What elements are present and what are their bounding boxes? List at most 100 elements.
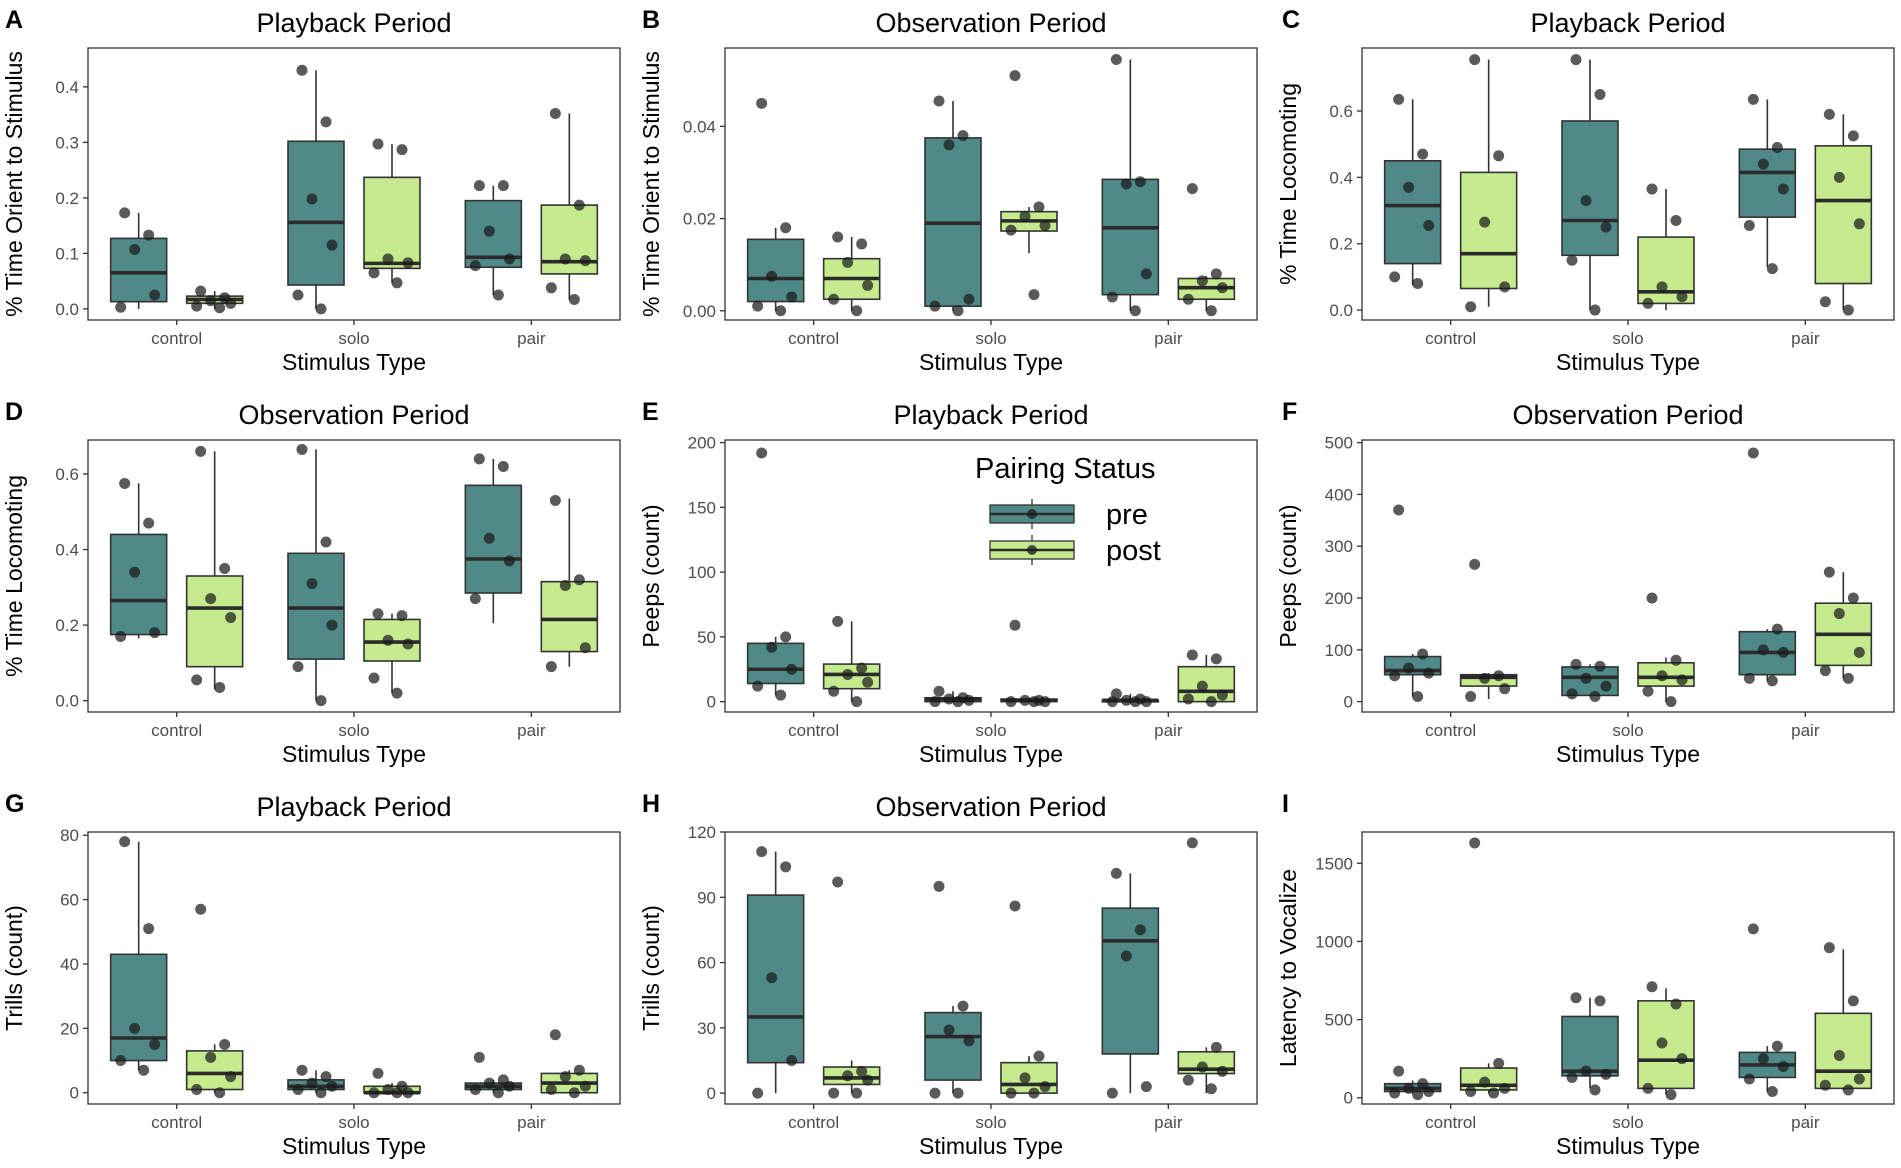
data-point bbox=[828, 1087, 840, 1099]
box-post-control bbox=[185, 285, 244, 314]
x-tick-label: solo bbox=[975, 1113, 1006, 1132]
x-axis-title: Stimulus Type bbox=[1556, 741, 1700, 767]
panel-title: Playback Period bbox=[1530, 8, 1725, 38]
y-axis-title: Trills (count) bbox=[638, 905, 664, 1031]
data-point bbox=[219, 1038, 231, 1050]
data-point bbox=[943, 1024, 955, 1036]
x-tick-label: solo bbox=[338, 329, 369, 348]
data-point bbox=[115, 1055, 127, 1067]
y-tick-label: 0 bbox=[707, 1084, 716, 1103]
plot-area bbox=[724, 47, 1258, 321]
panel-letter: I bbox=[1282, 790, 1289, 818]
data-point bbox=[559, 579, 571, 591]
legend-key-point bbox=[1027, 545, 1037, 555]
data-point bbox=[856, 1065, 868, 1077]
data-point bbox=[1580, 195, 1592, 207]
data-point bbox=[1182, 1074, 1194, 1086]
panel-letter: B bbox=[642, 6, 660, 34]
data-point bbox=[1009, 70, 1021, 82]
y-axis-title: Peeps (count) bbox=[1275, 504, 1301, 647]
data-point bbox=[1205, 305, 1217, 317]
box-pre-control bbox=[1383, 1065, 1442, 1101]
data-point bbox=[1182, 693, 1194, 705]
box-pre-solo bbox=[924, 685, 982, 708]
data-point bbox=[138, 1064, 150, 1076]
y-tick-label: 0 bbox=[1344, 1089, 1353, 1108]
data-point bbox=[483, 225, 495, 237]
data-point bbox=[1842, 304, 1854, 316]
data-point bbox=[1140, 696, 1152, 708]
panel-c: C Playback Period 0.0 0.2 0.4 0.6 control solo p… bbox=[1275, 6, 1895, 375]
data-point bbox=[1594, 995, 1606, 1007]
y-tick-label: 0.1 bbox=[55, 244, 79, 263]
data-point bbox=[1777, 1060, 1789, 1072]
box-pre-control bbox=[746, 447, 805, 701]
x-tick-label: solo bbox=[1612, 1113, 1643, 1132]
box-pre-control bbox=[746, 846, 805, 1099]
legend: Pairing Status pre post bbox=[975, 453, 1161, 567]
data-point bbox=[1771, 623, 1783, 635]
box-post-solo bbox=[363, 138, 421, 289]
data-point bbox=[775, 305, 787, 317]
data-point bbox=[1216, 689, 1228, 701]
data-point bbox=[1670, 214, 1682, 226]
box-pre-solo bbox=[1561, 992, 1619, 1096]
data-point bbox=[832, 615, 844, 627]
y-axis-title: % Time Orient to Stimulus bbox=[1, 51, 27, 317]
box-post-control bbox=[822, 615, 881, 708]
data-point bbox=[396, 610, 408, 622]
box-pre-solo bbox=[287, 1064, 345, 1099]
data-point bbox=[943, 139, 955, 151]
data-point bbox=[957, 130, 969, 142]
data-point bbox=[1656, 281, 1668, 293]
box-post-pair bbox=[1814, 566, 1873, 684]
x-tick-label: control bbox=[151, 721, 202, 740]
data-point bbox=[1676, 291, 1688, 303]
data-point bbox=[1106, 291, 1118, 303]
data-point bbox=[952, 1087, 964, 1099]
data-point bbox=[1676, 674, 1688, 686]
x-axis-title: Stimulus Type bbox=[919, 741, 1063, 767]
box-pre-solo bbox=[287, 64, 345, 315]
x-axis-title: Stimulus Type bbox=[1556, 1133, 1700, 1159]
data-point bbox=[856, 238, 868, 250]
y-tick-label: 0.6 bbox=[1329, 102, 1353, 121]
data-point bbox=[1196, 1061, 1208, 1073]
x-tick-label: solo bbox=[1612, 329, 1643, 348]
data-point bbox=[545, 661, 557, 673]
data-point bbox=[1771, 1040, 1783, 1052]
data-point bbox=[497, 180, 509, 192]
data-point bbox=[780, 222, 792, 234]
data-point bbox=[195, 445, 207, 457]
data-point bbox=[549, 108, 561, 120]
data-point bbox=[1743, 1073, 1755, 1085]
data-point bbox=[195, 285, 207, 297]
data-point bbox=[766, 972, 778, 984]
panel-a: A Playback Period 0.0 0.1 0.2 0.3 0.4 control so… bbox=[1, 6, 621, 375]
data-point bbox=[143, 517, 155, 529]
data-point bbox=[1842, 1084, 1854, 1096]
data-point bbox=[963, 694, 975, 706]
data-point bbox=[1594, 660, 1606, 672]
panel-letter: E bbox=[642, 398, 659, 426]
box-pre-control bbox=[109, 207, 168, 313]
data-point bbox=[957, 1000, 969, 1012]
data-point bbox=[368, 1087, 380, 1099]
data-point bbox=[1833, 171, 1845, 183]
data-point bbox=[1580, 672, 1592, 684]
y-axis-title: % Time Locomoting bbox=[1, 475, 27, 677]
data-point bbox=[1747, 447, 1759, 459]
x-tick-label: control bbox=[151, 1113, 202, 1132]
data-point bbox=[1403, 1082, 1415, 1094]
data-point bbox=[952, 696, 964, 708]
data-point bbox=[1134, 924, 1146, 936]
data-point bbox=[1205, 696, 1217, 708]
y-tick-label: 100 bbox=[688, 563, 716, 582]
data-point bbox=[1210, 268, 1222, 280]
plot-area bbox=[1361, 47, 1895, 321]
data-point bbox=[851, 1087, 863, 1099]
panel-b: B Observation Period 0.00 0.02 0.04 control so… bbox=[638, 6, 1258, 375]
data-point bbox=[1129, 696, 1141, 708]
box-post-control bbox=[185, 445, 244, 693]
x-tick-label: solo bbox=[338, 721, 369, 740]
